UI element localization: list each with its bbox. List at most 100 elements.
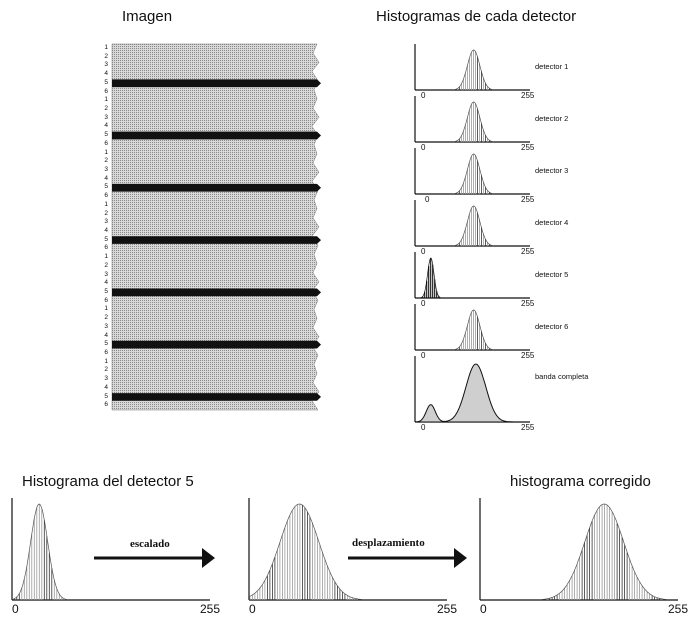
axis-min-label: 0 (425, 195, 430, 204)
dark-stripe (112, 393, 321, 401)
row-number: 5 (104, 183, 108, 191)
detector-label: detector 5 (535, 270, 569, 279)
row-number: 3 (104, 218, 108, 226)
row-number: 5 (104, 340, 108, 348)
histogram-outline (420, 257, 441, 299)
row-number: 1 (104, 253, 108, 261)
histogram-plot (414, 96, 530, 143)
row-number: 6 (104, 87, 108, 95)
row-number: 3 (104, 166, 108, 173)
arrow-desplazamiento-shape (348, 548, 467, 568)
histogram-outline (453, 49, 494, 91)
row-number: 4 (104, 70, 108, 78)
row-number: 4 (104, 227, 108, 234)
axis-max-label: 255 (521, 423, 535, 432)
row-number: 1 (104, 148, 108, 156)
dark-stripe (112, 79, 321, 88)
arrow-escalado-label: escalado (130, 538, 170, 550)
row-number: 3 (104, 270, 108, 278)
row-number: 6 (104, 401, 108, 409)
axis-max-label: 255 (521, 195, 535, 204)
histogram-outline (11, 503, 67, 600)
histogram-outline (453, 101, 494, 143)
dark-stripe (112, 183, 321, 192)
axis-max-label: 255 (668, 602, 689, 616)
row-number: 6 (104, 139, 108, 147)
dark-stripe (112, 131, 321, 140)
histogram-outline (248, 503, 362, 600)
row-number: 2 (104, 261, 108, 269)
row-number: 4 (104, 279, 108, 287)
axis-max-label: 255 (521, 143, 535, 152)
histogram-curve (414, 363, 530, 423)
histogram-plot (11, 498, 210, 601)
axis-min-label: 0 (421, 423, 426, 432)
detector-label: detector 4 (535, 218, 569, 227)
axis-max-label: 255 (521, 351, 535, 360)
histogram-plot (414, 148, 530, 195)
detector-histogram: detector 1 0 255 (405, 44, 605, 100)
image-body (111, 43, 320, 411)
histogram-plot (414, 252, 530, 299)
axis-max-label: 255 (521, 247, 535, 256)
detector-histogram: detector 4 0 255 (405, 200, 605, 256)
axis-max-label: 255 (521, 91, 535, 100)
histogram-plot (414, 304, 530, 351)
axis-min-label: 0 (421, 299, 426, 308)
row-number: 2 (104, 157, 108, 165)
axis-min-label: 0 (12, 602, 19, 616)
detector-histogram: detector 6 0 255 (405, 304, 605, 360)
histogram-plot (414, 200, 530, 247)
bottom-histogram-scaled: 0 255 (247, 498, 457, 616)
row-number: 5 (104, 392, 108, 400)
axis-max-label: 255 (200, 602, 221, 616)
row-number: 5 (104, 235, 108, 243)
axis-min-label: 0 (421, 91, 426, 100)
bottom-left-title: Histograma del detector 5 (22, 473, 194, 490)
detector-label: banda completa (535, 372, 589, 381)
detector-label: detector 6 (535, 322, 569, 331)
row-number: 3 (104, 322, 108, 330)
row-number: 4 (104, 331, 108, 339)
axis-min-label: 0 (421, 351, 426, 360)
row-number: 4 (104, 174, 108, 182)
axis-min-label: 0 (480, 602, 487, 616)
dark-stripe (112, 236, 321, 244)
image-title: Imagen (122, 8, 173, 25)
row-number: 2 (104, 314, 108, 322)
row-number: 1 (104, 44, 108, 51)
row-number: 6 (104, 244, 108, 252)
row-number: 6 (104, 192, 108, 200)
arrow-escalado: escalado (92, 534, 216, 570)
dark-stripe (112, 288, 321, 297)
row-number: 2 (104, 366, 108, 374)
bottom-right-title: histograma corregido (510, 473, 651, 490)
bottom-histogram-corrected: 0 255 (478, 498, 688, 616)
histogram-plot (248, 498, 447, 601)
detector-histogram: banda completa 0 255 (405, 356, 605, 432)
histograms-title: Histogramas de cada detector (376, 8, 577, 25)
row-number: 3 (104, 61, 108, 69)
axis-min-label: 0 (421, 143, 426, 152)
histogram-plot (414, 44, 530, 91)
histogram-plot (479, 498, 678, 601)
arrow-desplazamiento: desplazamiento (346, 534, 470, 570)
row-number: 1 (104, 96, 108, 104)
histogram-outline (453, 153, 494, 195)
histogram-outline (453, 205, 494, 247)
row-number: 4 (104, 122, 108, 130)
row-number: 6 (104, 349, 108, 356)
row-number: 2 (104, 209, 108, 217)
detector-label: detector 3 (535, 166, 569, 175)
row-number: 6 (104, 296, 108, 304)
row-number: 2 (104, 52, 108, 60)
arrow-desplazamiento-label: desplazamiento (352, 537, 425, 549)
dark-stripe (112, 340, 321, 349)
row-number: 4 (104, 383, 108, 391)
row-number: 5 (104, 78, 108, 86)
row-number: 3 (104, 113, 108, 121)
axis-min-label: 0 (249, 602, 256, 616)
row-number: 5 (104, 131, 108, 139)
